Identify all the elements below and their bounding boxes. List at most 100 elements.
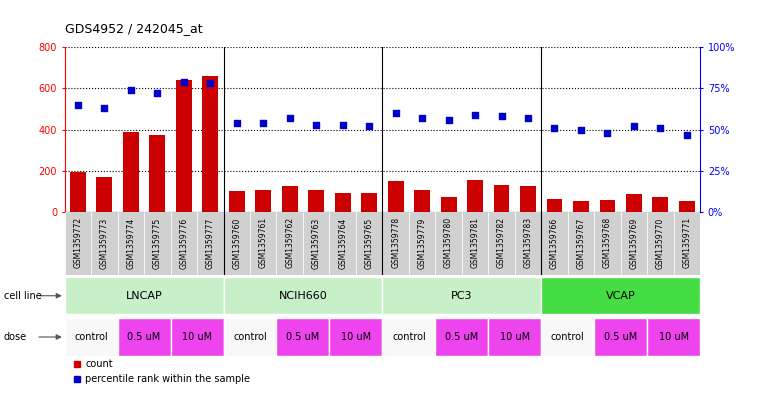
Text: GSM1359776: GSM1359776 xyxy=(180,217,188,268)
Point xyxy=(628,123,640,130)
Point xyxy=(601,130,613,136)
Bar xyxy=(70,172,86,212)
Bar xyxy=(123,132,139,212)
Bar xyxy=(441,197,457,212)
Bar xyxy=(330,212,356,275)
Bar xyxy=(197,212,224,275)
Text: LNCAP: LNCAP xyxy=(126,291,163,301)
Bar xyxy=(467,180,483,212)
Point xyxy=(522,115,534,121)
Point xyxy=(257,120,269,126)
Bar xyxy=(65,318,118,356)
Text: GSM1359774: GSM1359774 xyxy=(126,217,135,268)
Bar xyxy=(462,212,489,275)
Point xyxy=(125,87,137,93)
Bar xyxy=(276,212,303,275)
Bar xyxy=(409,212,435,275)
Point xyxy=(284,115,296,121)
Bar xyxy=(65,212,91,275)
Bar xyxy=(224,277,382,314)
Text: GDS4952 / 242045_at: GDS4952 / 242045_at xyxy=(65,22,202,35)
Text: 0.5 uM: 0.5 uM xyxy=(128,332,161,342)
Bar xyxy=(594,212,621,275)
Bar xyxy=(647,318,700,356)
Point xyxy=(654,125,667,131)
Text: GSM1359777: GSM1359777 xyxy=(205,217,215,268)
Point xyxy=(681,132,693,138)
Bar xyxy=(514,212,541,275)
Bar xyxy=(330,318,382,356)
Bar xyxy=(673,212,700,275)
Point xyxy=(151,90,164,97)
Text: dose: dose xyxy=(4,332,27,342)
Bar xyxy=(626,194,642,212)
Text: GSM1359769: GSM1359769 xyxy=(629,217,638,268)
Bar xyxy=(149,135,165,212)
Bar xyxy=(335,193,351,212)
Bar xyxy=(250,212,276,275)
Text: VCAP: VCAP xyxy=(606,291,635,301)
Bar xyxy=(494,185,510,212)
Bar xyxy=(303,212,330,275)
Bar xyxy=(229,191,245,212)
Bar xyxy=(382,212,409,275)
Point xyxy=(98,105,110,111)
Text: 0.5 uM: 0.5 uM xyxy=(445,332,479,342)
Bar xyxy=(546,199,562,212)
Bar xyxy=(621,212,647,275)
Point xyxy=(204,80,216,86)
Point xyxy=(575,127,587,133)
Bar xyxy=(594,318,647,356)
Text: GSM1359767: GSM1359767 xyxy=(577,217,585,268)
Point xyxy=(72,102,84,108)
Point xyxy=(549,125,561,131)
Bar xyxy=(568,212,594,275)
Text: control: control xyxy=(233,332,267,342)
Bar xyxy=(224,212,250,275)
Bar xyxy=(489,318,541,356)
Text: GSM1359761: GSM1359761 xyxy=(259,217,268,268)
Text: control: control xyxy=(551,332,584,342)
Point xyxy=(390,110,402,116)
Bar xyxy=(361,193,377,212)
Text: PC3: PC3 xyxy=(451,291,473,301)
Point xyxy=(416,115,428,121)
Point xyxy=(178,79,190,85)
Bar xyxy=(541,318,594,356)
Bar xyxy=(65,277,224,314)
Text: 10 uM: 10 uM xyxy=(341,332,371,342)
Bar xyxy=(176,80,192,212)
Text: 10 uM: 10 uM xyxy=(182,332,212,342)
Text: control: control xyxy=(392,332,425,342)
Bar xyxy=(652,197,668,212)
Point xyxy=(336,121,349,128)
Bar xyxy=(382,277,541,314)
Bar xyxy=(489,212,514,275)
Text: GSM1359782: GSM1359782 xyxy=(497,217,506,268)
Bar xyxy=(382,318,435,356)
Bar xyxy=(255,190,271,212)
Text: GSM1359772: GSM1359772 xyxy=(73,217,82,268)
Bar xyxy=(282,186,298,212)
Point xyxy=(363,123,375,130)
Legend: count, percentile rank within the sample: count, percentile rank within the sample xyxy=(69,356,254,388)
Point xyxy=(310,121,323,128)
Bar xyxy=(600,200,616,212)
Text: 10 uM: 10 uM xyxy=(500,332,530,342)
Bar xyxy=(276,318,330,356)
Bar xyxy=(170,212,197,275)
Text: GSM1359765: GSM1359765 xyxy=(365,217,374,268)
Text: GSM1359783: GSM1359783 xyxy=(524,217,533,268)
Bar xyxy=(170,318,224,356)
Bar xyxy=(573,201,589,212)
Text: 0.5 uM: 0.5 uM xyxy=(604,332,637,342)
Bar xyxy=(541,277,700,314)
Bar xyxy=(202,76,218,212)
Bar xyxy=(435,318,489,356)
Text: GSM1359760: GSM1359760 xyxy=(232,217,241,268)
Bar xyxy=(118,318,170,356)
Point xyxy=(231,120,243,126)
Bar xyxy=(435,212,462,275)
Text: 0.5 uM: 0.5 uM xyxy=(286,332,320,342)
Bar xyxy=(414,190,430,212)
